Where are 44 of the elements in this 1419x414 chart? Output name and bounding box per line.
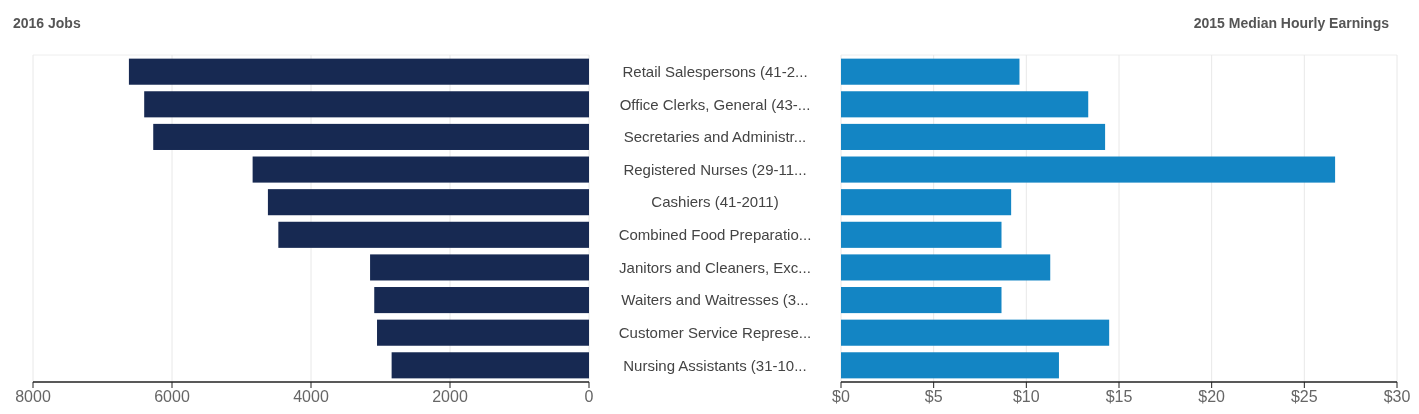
x-tick-label: $25 [1290,388,1318,405]
x-tick-label: $30 [1383,388,1411,405]
bar [153,123,589,150]
chart-title: 2015 Median Hourly Earnings [1193,15,1390,31]
y-tick-label: Janitors and Cleaners, Exc... [619,258,811,276]
x-tick-label: 8000 [15,388,51,405]
x-tick-label: 2000 [432,388,468,405]
bar [374,287,589,314]
y-tick-label: Nursing Assistants (31-10... [623,356,807,374]
bar [252,156,589,183]
bar [841,58,1020,85]
bar [370,254,589,281]
bar [391,352,589,379]
bar [841,352,1059,379]
x-tick-label: $5 [924,388,943,405]
x-tick-label: 0 [584,388,594,405]
y-tick-label: Registered Nurses (29-11... [623,160,807,178]
bar [841,123,1106,150]
x-tick-label: 4000 [293,388,329,405]
bar [278,221,589,248]
bar [128,58,589,85]
bar [841,319,1110,346]
y-tick-label: Customer Service Represe... [618,323,812,341]
x-tick-label: $10 [1012,388,1040,405]
bar [144,91,589,118]
x-tick-label: $0 [832,388,850,405]
bar [841,221,1002,248]
y-tick-label: Combined Food Preparatio... [618,226,812,244]
bar [841,156,1336,183]
bar [841,287,1002,314]
bar [267,189,589,216]
y-tick-label: Office Clerks, General (43-... [619,95,811,113]
bar [377,319,589,346]
bar [841,189,1012,216]
bar [841,91,1089,118]
y-tick-label: Secretaries and Administr... [623,128,807,146]
x-tick-label: $20 [1198,388,1226,405]
x-tick-label: 6000 [154,388,190,405]
x-tick-label: $15 [1105,388,1133,405]
y-tick-label: Waiters and Waitresses (3... [621,291,809,309]
chart-title: 2016 Jobs [13,15,81,31]
bar [841,254,1051,281]
y-tick-label: Retail Salespersons (41-2... [622,62,808,80]
y-tick-label: Cashiers (41-2011) [651,193,779,211]
